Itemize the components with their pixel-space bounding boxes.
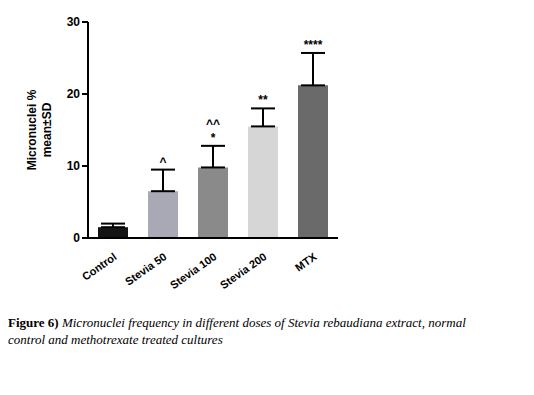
svg-text:Control: Control [80, 250, 119, 282]
svg-text:**: ** [258, 93, 268, 107]
svg-text:****: **** [304, 38, 323, 52]
svg-text:^^: ^^ [206, 117, 220, 131]
html-text:Figure 6) Micronuclei frequenc: Figure 6) Micronuclei frequency in diffe… [8, 315, 466, 347]
svg-text:Micronuclei %mean±SD: Micronuclei %mean±SD [25, 89, 54, 170]
svg-text:MTX: MTX [293, 250, 319, 274]
svg-text:10: 10 [67, 159, 81, 173]
svg-text:0: 0 [73, 231, 80, 245]
svg-text:Stevia 50: Stevia 50 [123, 250, 169, 287]
svg-text:*: * [211, 131, 216, 145]
svg-text:^: ^ [159, 155, 166, 169]
svg-text:30: 30 [67, 15, 81, 29]
svg-text:Stevia 100: Stevia 100 [168, 250, 219, 291]
svg-text:20: 20 [67, 87, 81, 101]
svg-text:Stevia 200: Stevia 200 [218, 250, 269, 291]
